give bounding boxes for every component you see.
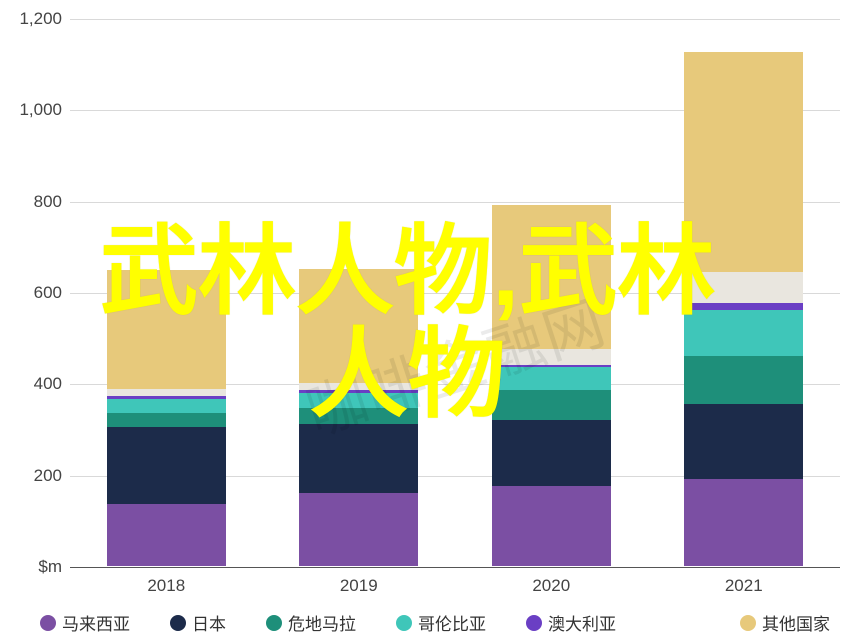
bar-seg-malaysia	[684, 479, 803, 566]
x-tick-label: 2018	[147, 566, 185, 596]
legend-swatch	[170, 615, 186, 631]
legend-label: 危地马拉	[288, 610, 356, 635]
bar-seg-other	[492, 205, 611, 349]
bar-seg-japan	[299, 424, 418, 493]
bar-seg-malaysia	[492, 486, 611, 566]
bar-seg-colombia	[492, 367, 611, 390]
bar-2020	[492, 205, 611, 566]
legend-swatch	[40, 615, 56, 631]
legend-item-australia: 澳大利亚	[526, 610, 616, 635]
x-tick-label: 2019	[340, 566, 378, 596]
bar-seg-malaysia	[299, 493, 418, 566]
y-tick-label: 1,200	[19, 9, 70, 29]
y-tick-label: $m	[38, 557, 70, 577]
bar-seg-colombia	[107, 399, 226, 413]
bar-seg-colombia	[684, 310, 803, 356]
bar-seg-guatemala	[684, 356, 803, 404]
bar-seg-other_gap	[107, 389, 226, 396]
bar-seg-australia	[684, 303, 803, 310]
bar-seg-other_gap	[299, 383, 418, 390]
bar-seg-guatemala	[107, 413, 226, 427]
bar-2019	[299, 269, 418, 566]
x-tick-label: 2021	[725, 566, 763, 596]
legend-swatch	[266, 615, 282, 631]
bar-seg-colombia	[299, 393, 418, 409]
legend-swatch	[396, 615, 412, 631]
legend-swatch	[526, 615, 542, 631]
bar-seg-other	[107, 270, 226, 389]
y-tick-label: 1,000	[19, 100, 70, 120]
bar-2021	[684, 52, 803, 566]
legend-item-other: 其他国家	[740, 610, 830, 635]
legend-item-malaysia: 马来西亚	[40, 610, 130, 635]
legend-swatch	[740, 615, 756, 631]
bar-seg-japan	[107, 427, 226, 505]
bar-seg-japan	[684, 404, 803, 479]
bar-seg-other_gap	[684, 272, 803, 304]
y-tick-label: 200	[34, 466, 70, 486]
bar-seg-japan	[492, 420, 611, 486]
bar-seg-other	[684, 52, 803, 271]
legend-label: 日本	[192, 610, 226, 635]
y-tick-label: 400	[34, 374, 70, 394]
bar-seg-malaysia	[107, 504, 226, 566]
legend-item-colombia: 哥伦比亚	[396, 610, 486, 635]
stacked-bar-chart: $m2004006008001,0001,2002018201920202021…	[0, 0, 860, 642]
legend: 马来西亚 日本 危地马拉 哥伦比亚 澳大利亚 其他国家	[40, 610, 850, 635]
legend-label: 哥伦比亚	[418, 610, 486, 635]
legend-item-japan: 日本	[170, 610, 226, 635]
plot-area: $m2004006008001,0001,2002018201920202021	[70, 18, 840, 566]
bar-2018	[107, 270, 226, 566]
y-tick-label: 600	[34, 283, 70, 303]
legend-label: 其他国家	[762, 610, 830, 635]
y-tick-label: 800	[34, 192, 70, 212]
x-tick-label: 2020	[532, 566, 570, 596]
legend-label: 马来西亚	[62, 610, 130, 635]
legend-label: 澳大利亚	[548, 610, 616, 635]
bar-seg-guatemala	[492, 390, 611, 420]
legend-item-guatemala: 危地马拉	[266, 610, 356, 635]
bar-seg-other_gap	[492, 349, 611, 365]
gridline	[70, 19, 840, 20]
bar-seg-other	[299, 269, 418, 383]
bar-seg-guatemala	[299, 408, 418, 424]
